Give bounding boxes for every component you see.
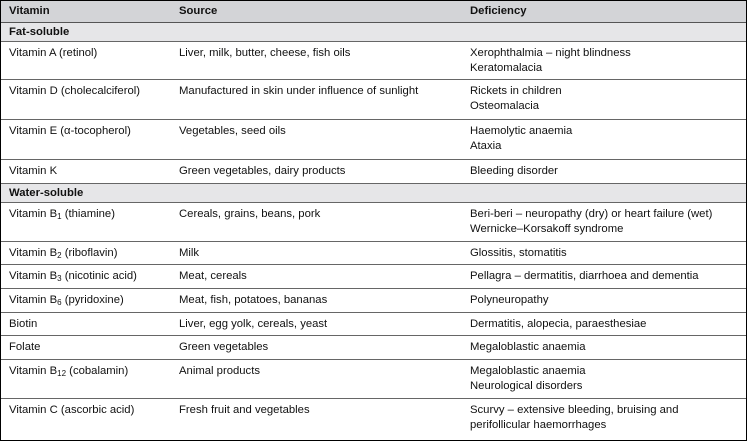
table-row: Folate Green vegetables Megaloblastic an…: [1, 335, 746, 360]
deficiency-line: Beri-beri – neuropathy (dry) or heart fa…: [470, 207, 713, 220]
vitamin-deficiency: Megaloblastic anaemia: [462, 335, 746, 360]
deficiency-line: Haemolytic anaemia: [470, 124, 573, 137]
table-row: Vitamin K Green vegetables, dairy produc…: [1, 159, 746, 184]
vitamin-deficiency: Beri-beri – neuropathy (dry) or heart fa…: [462, 202, 746, 242]
deficiency-line: Rickets in children: [470, 84, 562, 97]
vitamin-name: Folate: [1, 335, 171, 360]
vitamin-source: Meat, fish, potatoes, bananas: [171, 288, 462, 313]
vitamin-source: Vegetables, seed oils: [171, 119, 462, 160]
vitamin-deficiency: Scurvy – extensive bleeding, bruising an…: [462, 398, 746, 436]
vitamin-source: Liver, milk, butter, cheese, fish oils: [171, 41, 462, 80]
deficiency-line: Ataxia: [470, 139, 502, 152]
table-row: Vitamin B6 (pyridoxine) Meat, fish, pota…: [1, 288, 746, 313]
vitamin-source: Meat, cereals: [171, 264, 462, 289]
vitamin-name: Vitamin B2 (riboflavin): [1, 241, 171, 265]
section-label: Fat-soluble: [1, 22, 746, 42]
table-row: Vitamin D (cholecalciferol) Manufactured…: [1, 79, 746, 120]
vitamin-name: Vitamin D (cholecalciferol): [1, 79, 171, 120]
table-row: Biotin Liver, egg yolk, cereals, yeast D…: [1, 312, 746, 336]
table-row: Vitamin C (ascorbic acid) Fresh fruit an…: [1, 398, 746, 436]
section-label: Water-soluble: [1, 183, 746, 203]
deficiency-line: Scurvy – extensive bleeding, bruising an…: [470, 403, 679, 416]
vitamin-deficiency: Pellagra – dermatitis, diarrhoea and dem…: [462, 264, 746, 289]
vitamin-deficiency: Xerophthalmia – night blindness Keratomal…: [462, 41, 746, 80]
vitamin-source: Milk: [171, 241, 462, 265]
vitamin-name: Vitamin K: [1, 159, 171, 184]
vitamin-name: Vitamin A (retinol): [1, 41, 171, 80]
table-row: Vitamin B3 (nicotinic acid) Meat, cereal…: [1, 264, 746, 289]
vitamin-name: Vitamin B3 (nicotinic acid): [1, 264, 171, 289]
vitamin-source: Fresh fruit and vegetables: [179, 403, 310, 416]
vitamin-name: Vitamin E (α-tocopherol): [1, 119, 171, 160]
vitamin-source: Animal products: [171, 359, 462, 399]
table-row: Vitamin E (α-tocopherol) Vegetables, see…: [1, 119, 746, 160]
header-row: Vitamin Source Deficiency: [1, 1, 746, 23]
section-row-water-soluble: Water-soluble: [1, 183, 746, 203]
vitamin-deficiency: Bleeding disorder: [462, 159, 746, 184]
vitamin-deficiency: Rickets in children Osteomalacia: [462, 79, 746, 120]
header-vitamin: Vitamin: [1, 1, 171, 23]
vitamin-name: Vitamin C (ascorbic acid): [9, 403, 135, 416]
deficiency-line: Keratomalacia: [470, 61, 543, 74]
vitamin-source: Liver, egg yolk, cereals, yeast: [171, 312, 462, 336]
vitamin-source: Manufactured in skin under influence of …: [171, 79, 462, 120]
vitamin-deficiency: Haemolytic anaemia Ataxia: [462, 119, 746, 160]
deficiency-line: Wernicke–Korsakoff syndrome: [470, 222, 624, 235]
section-row-fat-soluble: Fat-soluble: [1, 22, 746, 42]
vitamin-name: Biotin: [1, 312, 171, 336]
vitamin-deficiency: Polyneuropathy: [462, 288, 746, 313]
deficiency-line: perifollicular haemorrhages: [470, 418, 607, 431]
deficiency-line: Osteomalacia: [470, 99, 540, 112]
vitamin-deficiency: Glossitis, stomatitis: [462, 241, 746, 265]
vitamin-name: Vitamin B6 (pyridoxine): [1, 288, 171, 313]
vitamin-name: Vitamin B12 (cobalamin): [1, 359, 171, 399]
vitamin-name: Vitamin B1 (thiamine): [1, 202, 171, 242]
table-row: Vitamin B1 (thiamine) Cereals, grains, b…: [1, 202, 746, 242]
vitamin-source: Cereals, grains, beans, pork: [171, 202, 462, 242]
vitamin-deficiency: Megaloblastic anaemia Neurological disord…: [462, 359, 746, 399]
deficiency-line: Megaloblastic anaemia: [470, 364, 586, 377]
table-row: Vitamin B12 (cobalamin) Animal products …: [1, 359, 746, 399]
vitamin-source: Green vegetables, dairy products: [171, 159, 462, 184]
vitamin-deficiency: Dermatitis, alopecia, paraesthesiae: [462, 312, 746, 336]
deficiency-line: Xerophthalmia – night blindness: [470, 46, 631, 59]
header-source: Source: [171, 1, 462, 23]
header-deficiency: Deficiency: [462, 1, 746, 23]
table-row: Vitamin B2 (riboflavin) Milk Glossitis, …: [1, 241, 746, 265]
deficiency-line: Neurological disorders: [470, 379, 583, 392]
vitamin-source: Green vegetables: [171, 335, 462, 360]
table-row: Vitamin A (retinol) Liver, milk, butter,…: [1, 41, 746, 80]
